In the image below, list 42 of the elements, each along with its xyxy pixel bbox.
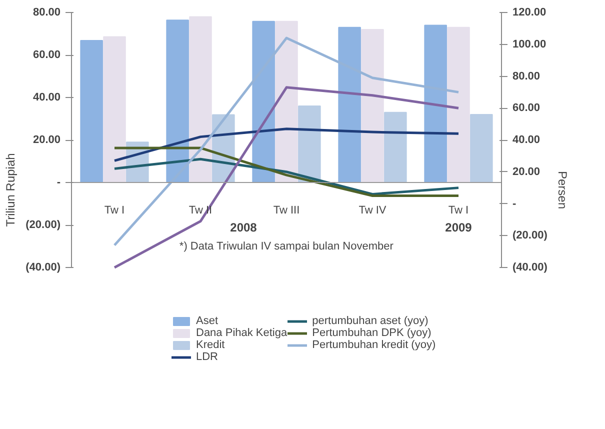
annotation: *) Data Triwulan IV sampai bulan November [179,240,394,252]
annotation: 2008 [230,220,258,234]
y-tick-label: 60.00 [32,49,61,61]
legend-label: Dana Pihak Ketiga [196,327,288,339]
x-tick-label: Tw III [273,204,300,216]
y-axis-title: Triliun Rupiah [4,153,18,227]
line-series [113,158,460,196]
x-tick-label: Tw IV [358,204,387,216]
y-tick-label: 20.00 [32,134,61,146]
y-tick-label: (20.00) [26,219,61,231]
bar [361,29,384,183]
y2-axis-title: Persen [555,170,570,210]
legend-label: pertumbuhan aset (yoy) [312,315,428,327]
line-series [113,128,460,162]
y-tick-label: (40.00) [26,262,61,274]
legend-label: Pertumbuhan kredit (yoy) [312,339,436,351]
y2-tick-label: 80.00 [512,70,540,82]
y2-tick-label: 60.00 [512,102,540,114]
legend-label: Kredit [196,339,225,351]
x-tick-label: Tw I [448,204,469,216]
y2-tick-label: - [512,198,516,210]
y2-tick-label: 120.00 [512,6,546,18]
bar [103,36,126,183]
y2-tick-label: (20.00) [512,230,548,242]
y2-tick-label: 100.00 [512,38,546,50]
bar [470,114,493,183]
y-tick-label: 40.00 [32,92,61,104]
y2-tick-label: 40.00 [512,134,540,146]
x-tick-label: Tw I [104,204,125,216]
bar [384,112,407,183]
y-tick-label: 80.00 [32,6,61,18]
y2-tick-label: 20.00 [512,166,540,178]
bar [189,16,212,183]
bar [298,106,321,183]
y2-tick-label: (40.00) [512,262,548,274]
y-tick-label: - [56,176,61,188]
bar [447,26,470,183]
legend-label: LDR [196,351,218,363]
legend-label: Aset [196,315,218,327]
bar [80,40,103,183]
legend-label: Pertumbuhan DPK (yoy) [312,327,432,339]
annotation: 2009 [445,220,472,234]
